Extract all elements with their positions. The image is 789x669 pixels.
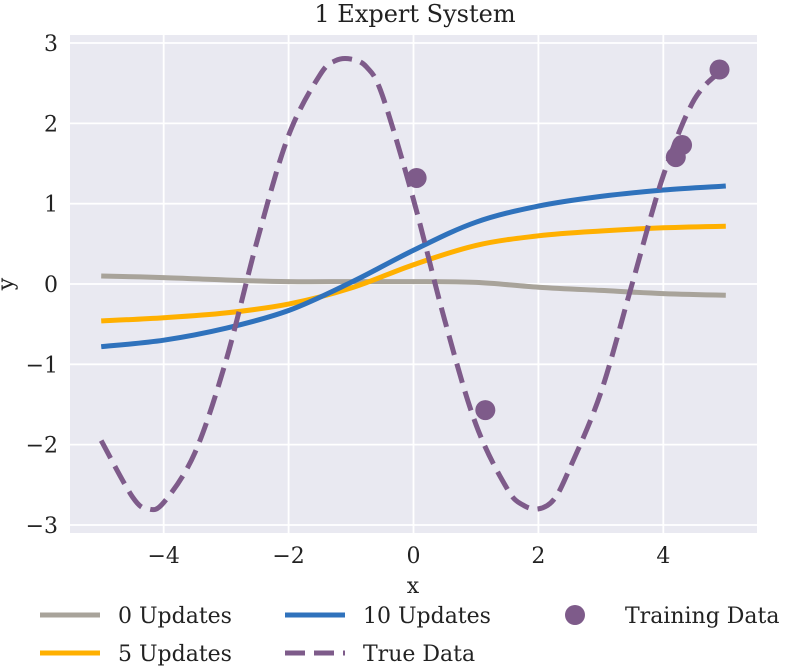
legend-label-training-data: Training Data xyxy=(625,604,780,629)
training-data-point xyxy=(709,59,730,80)
x-tick-label: 0 xyxy=(407,544,421,569)
training-data-point xyxy=(475,400,496,421)
training-data-point xyxy=(406,167,427,188)
x-axis-label: x xyxy=(407,574,420,599)
y-tick-label: −3 xyxy=(26,514,58,539)
y-tick-label: 2 xyxy=(44,112,58,137)
x-tick-label: 4 xyxy=(656,544,670,569)
legend: 0 Updates 5 Updates 10 Updates True Data Tra… xyxy=(40,604,780,667)
y-ticks: 3 2 1 0 −1 −2 −3 xyxy=(26,32,58,539)
x-tick-label: 2 xyxy=(531,544,545,569)
y-tick-label: 0 xyxy=(44,273,58,298)
y-tick-label: −1 xyxy=(26,353,58,378)
x-tick-label: −2 xyxy=(272,544,304,569)
chart-title: 1 Expert System xyxy=(314,0,515,28)
y-tick-label: 3 xyxy=(44,32,58,57)
y-tick-label: 1 xyxy=(44,193,58,218)
y-axis-label: y xyxy=(0,277,19,291)
legend-label-0-updates: 0 Updates xyxy=(118,604,232,629)
training-data-point xyxy=(672,135,693,156)
legend-label-10-updates: 10 Updates xyxy=(363,604,491,629)
legend-marker-training-data xyxy=(565,605,585,625)
legend-label-5-updates: 5 Updates xyxy=(118,642,232,667)
x-ticks: −4 −2 0 2 4 xyxy=(147,544,670,569)
y-tick-label: −2 xyxy=(26,434,58,459)
series-line-0-updates xyxy=(101,273,726,298)
scatter-layer xyxy=(406,59,730,421)
x-tick-label: −4 xyxy=(147,544,179,569)
legend-label-true-data: True Data xyxy=(363,642,475,667)
series-line-5-updates xyxy=(101,223,726,324)
series-line-10-updates xyxy=(100,183,726,350)
